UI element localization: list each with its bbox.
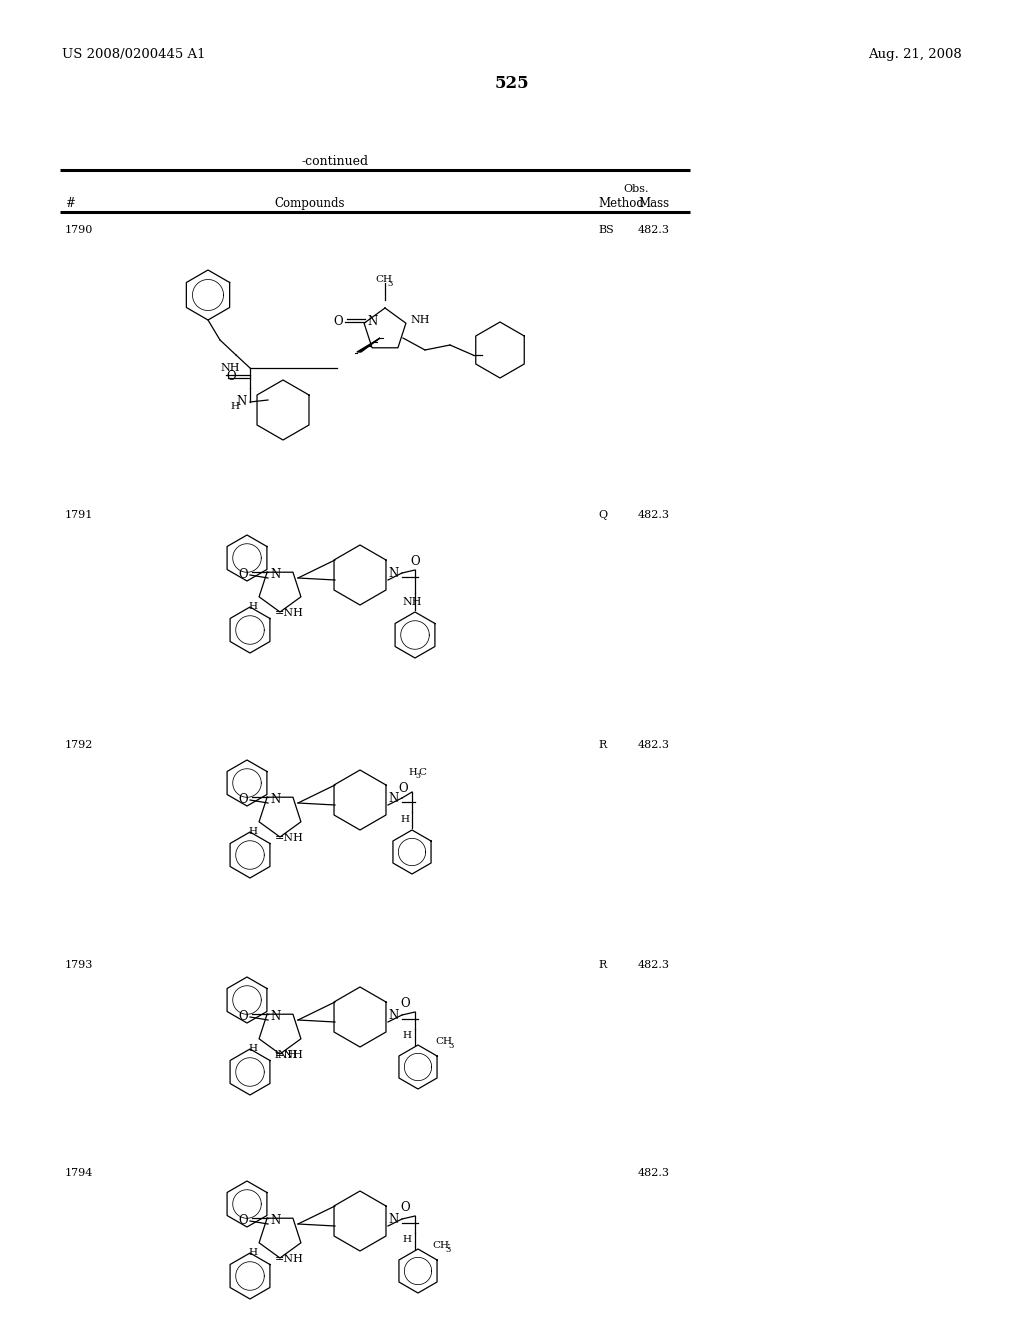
Text: N: N xyxy=(270,1214,281,1228)
Text: Mass: Mass xyxy=(638,197,669,210)
Text: NH: NH xyxy=(220,363,240,374)
Text: O: O xyxy=(400,997,410,1010)
Text: US 2008/0200445 A1: US 2008/0200445 A1 xyxy=(62,48,206,61)
Text: O: O xyxy=(238,1214,248,1228)
Text: :: : xyxy=(447,1241,451,1251)
Text: O: O xyxy=(238,793,248,807)
Text: H: H xyxy=(400,814,409,824)
Text: Compounds: Compounds xyxy=(274,197,345,210)
Text: 1792: 1792 xyxy=(65,741,93,750)
Text: N: N xyxy=(270,1010,281,1023)
Text: CH: CH xyxy=(435,1038,452,1045)
Text: =NH: =NH xyxy=(275,609,304,618)
Text: iNH: iNH xyxy=(275,1049,298,1060)
Text: 1794: 1794 xyxy=(65,1168,93,1177)
Text: 3: 3 xyxy=(445,1246,451,1254)
Text: 525: 525 xyxy=(495,75,529,92)
Text: O: O xyxy=(400,1201,410,1214)
Text: 3: 3 xyxy=(387,280,392,288)
Text: BS: BS xyxy=(598,224,613,235)
Text: H: H xyxy=(248,828,257,836)
Text: N: N xyxy=(388,1213,398,1226)
Text: C: C xyxy=(418,768,426,777)
Text: Obs.: Obs. xyxy=(623,183,648,194)
Text: 482.3: 482.3 xyxy=(638,960,670,970)
Text: O: O xyxy=(410,554,420,568)
Text: H: H xyxy=(408,768,417,777)
Text: 482.3: 482.3 xyxy=(638,224,670,235)
Text: 482.3: 482.3 xyxy=(638,741,670,750)
Polygon shape xyxy=(357,338,380,352)
Text: O: O xyxy=(238,1010,248,1023)
Text: H: H xyxy=(402,1031,411,1040)
Text: =NH: =NH xyxy=(275,1254,304,1265)
Text: H: H xyxy=(248,1044,257,1053)
Text: =NH: =NH xyxy=(275,1049,304,1060)
Text: 1791: 1791 xyxy=(65,510,93,520)
Text: N: N xyxy=(270,793,281,807)
Text: 1793: 1793 xyxy=(65,960,93,970)
Text: O: O xyxy=(226,370,236,383)
Text: NH: NH xyxy=(410,315,429,325)
Text: 3: 3 xyxy=(449,1041,454,1049)
Text: Q: Q xyxy=(598,510,607,520)
Text: N: N xyxy=(388,1008,398,1022)
Text: Aug. 21, 2008: Aug. 21, 2008 xyxy=(868,48,962,61)
Text: H: H xyxy=(248,1247,257,1257)
Text: H: H xyxy=(402,1236,411,1243)
Text: N: N xyxy=(388,568,398,579)
Text: O: O xyxy=(398,781,408,795)
Text: R: R xyxy=(598,741,606,750)
Text: 1790: 1790 xyxy=(65,224,93,235)
Text: H: H xyxy=(248,602,257,611)
Text: O: O xyxy=(333,315,343,327)
Text: N: N xyxy=(270,568,281,581)
Text: Method: Method xyxy=(598,197,644,210)
Text: H: H xyxy=(230,403,239,411)
Text: O: O xyxy=(238,568,248,581)
Text: 482.3: 482.3 xyxy=(638,1168,670,1177)
Text: R: R xyxy=(598,960,606,970)
Text: NH: NH xyxy=(402,597,422,607)
Text: =NH: =NH xyxy=(275,833,304,843)
Text: -continued: -continued xyxy=(301,154,369,168)
Text: CH: CH xyxy=(375,275,392,284)
Text: 3: 3 xyxy=(415,772,420,780)
Text: N: N xyxy=(367,315,377,327)
Text: N: N xyxy=(236,395,246,408)
Text: 482.3: 482.3 xyxy=(638,510,670,520)
Text: #: # xyxy=(65,197,75,210)
Text: CH: CH xyxy=(432,1241,449,1250)
Text: N: N xyxy=(388,792,398,805)
